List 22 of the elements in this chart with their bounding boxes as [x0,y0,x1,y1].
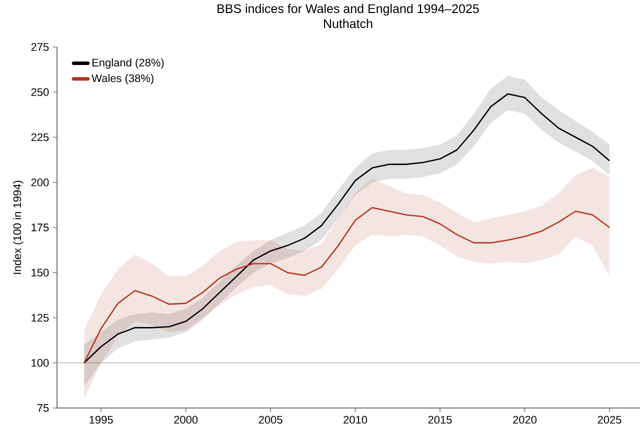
y-tick-label: 250 [31,88,49,96]
y-tick-label: 150 [32,268,49,277]
y-axis-title: Index (100 in 1994) [13,180,24,274]
y-tick-label: 200 [31,178,49,186]
legend-label: Wales (38%) [92,74,154,84]
x-tick-label: 2010 [344,416,368,424]
y-tick-label: 275 [31,43,49,51]
y-tick-label: 175 [32,224,49,232]
y-tick-label: 100 [32,358,49,367]
legend-label: England (28%) [92,58,164,69]
line-series [83,206,610,364]
y-tick-label: 125 [32,314,49,322]
y-tick-label: 75 [37,404,49,412]
chart-title: BBS indices for Wales and England 1994–2025 [218,4,479,16]
x-tick-label: 2005 [258,416,282,424]
x-tick-label: 1995 [90,416,113,424]
y-tick-label: 225 [31,133,49,142]
x-tick-label: 2020 [513,416,537,424]
x-tick-label: 2025 [598,416,622,424]
chart-subtitle: Nuthatch [324,18,372,28]
x-tick-label: 2000 [174,416,198,424]
x-tick-label: 2015 [428,416,452,424]
